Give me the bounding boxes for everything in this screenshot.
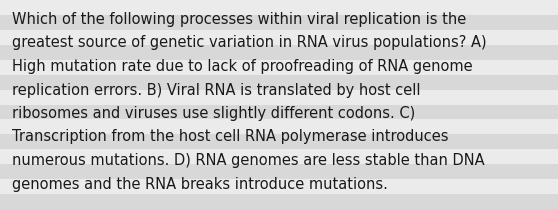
Text: genomes and the RNA breaks introduce mutations.: genomes and the RNA breaks introduce mut… [12, 176, 388, 191]
Bar [0, 119, 558, 134]
Bar [0, 15, 558, 30]
Text: ribosomes and viruses use slightly different codons. C): ribosomes and viruses use slightly diffe… [12, 106, 415, 121]
Bar [0, 149, 558, 164]
Bar [0, 164, 558, 179]
Text: Transcription from the host cell RNA polymerase introduces: Transcription from the host cell RNA pol… [12, 130, 449, 144]
Bar [0, 90, 558, 104]
Bar [0, 45, 558, 60]
Bar [0, 134, 558, 149]
Text: greatest source of genetic variation in RNA virus populations? A): greatest source of genetic variation in … [12, 36, 487, 51]
Text: numerous mutations. D) RNA genomes are less stable than DNA: numerous mutations. D) RNA genomes are l… [12, 153, 485, 168]
Bar [0, 104, 558, 119]
Text: High mutation rate due to lack of proofreading of RNA genome: High mutation rate due to lack of proofr… [12, 59, 473, 74]
Bar [0, 194, 558, 209]
Bar [0, 60, 558, 75]
Bar [0, 179, 558, 194]
Bar [0, 30, 558, 45]
Text: Which of the following processes within viral replication is the: Which of the following processes within … [12, 12, 466, 27]
Text: replication errors. B) Viral RNA is translated by host cell: replication errors. B) Viral RNA is tran… [12, 83, 421, 98]
Bar [0, 75, 558, 90]
Bar [0, 0, 558, 15]
